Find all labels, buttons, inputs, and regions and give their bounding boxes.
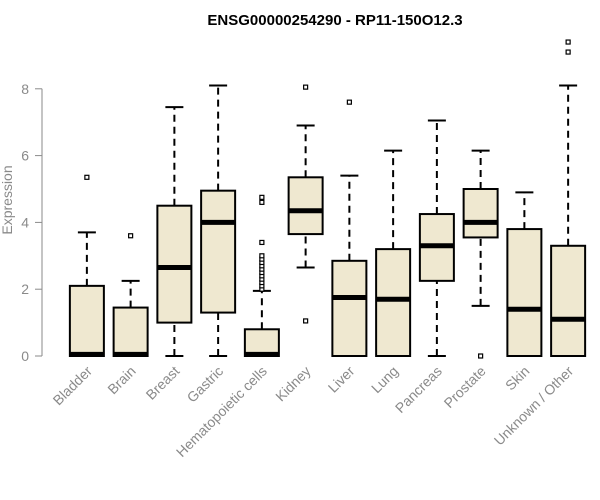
outlier-point [478,353,484,359]
box-iqr [287,176,324,236]
x-tick-label: Brain [104,363,138,397]
box-iqr [200,189,237,314]
box-hematopoietic-cells [243,194,280,357]
outlier-point [346,99,352,105]
box-pancreas [418,119,455,357]
box-prostate [462,149,499,359]
outlier-point [84,174,90,180]
x-tick-label: Prostate [441,363,489,411]
chart-title: ENSG00000254290 - RP11-150O12.3 [207,12,462,29]
y-tick-label: 8 [21,81,29,97]
y-tick-label: 0 [21,348,29,364]
box-bladder [68,174,105,357]
outlier-point [128,233,134,239]
y-axis-label: Expression [0,165,15,234]
outlier-point [259,239,265,246]
box-iqr [156,204,193,324]
box-iqr [462,188,499,239]
x-tick-label: Skin [502,363,533,394]
box-liver [331,99,368,357]
x-tick-label: Bladder [50,363,96,409]
box-series [68,39,587,359]
box-iqr [68,284,105,357]
box-iqr [331,259,368,357]
outlier-point [259,199,265,205]
y-axis: 0 2 4 6 8 [21,81,43,364]
box-lung [375,149,412,357]
box-iqr [550,244,587,357]
box-unknown-other [550,39,587,357]
box-iqr [506,228,543,357]
box-brain [112,233,149,358]
y-tick-label: 6 [21,148,29,164]
outlier-point [303,318,309,324]
x-tick-label: Breast [143,363,183,403]
box-kidney [287,84,324,324]
outlier-point [565,49,571,55]
box-skin [506,191,543,357]
x-tick-label: Lung [368,363,401,396]
outlier-point [259,194,265,200]
y-tick-label: 2 [21,281,29,297]
box-breast [156,106,193,357]
x-tick-label: Gastric [184,363,227,406]
outlier-point [303,84,309,90]
x-tick-label: Liver [325,363,358,396]
x-tick-label: Unknown / Other [491,363,577,449]
box-iqr [375,248,412,357]
y-tick-label: 4 [21,214,29,230]
x-tick-label: Pancreas [392,363,445,416]
outlier-point [259,253,265,259]
outlier-point [565,39,571,45]
x-tick-label: Kidney [272,363,314,405]
box-gastric [200,84,237,357]
box-iqr [112,306,149,358]
